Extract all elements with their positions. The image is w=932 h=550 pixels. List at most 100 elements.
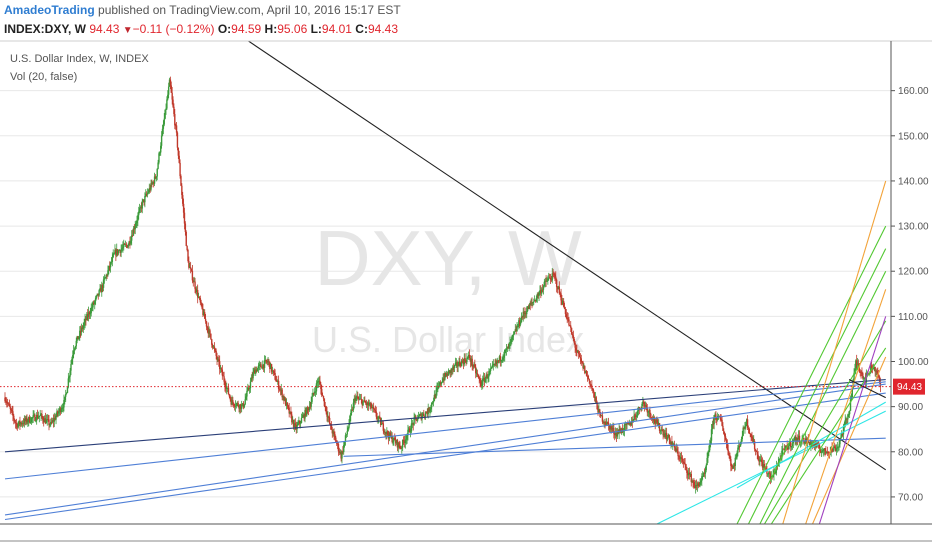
candle-body	[280, 389, 282, 391]
candle-body	[96, 293, 99, 296]
candle-body	[418, 414, 421, 417]
candle-body	[621, 428, 624, 432]
candle-body	[284, 398, 287, 406]
candle-body	[283, 396, 285, 401]
candle-body	[675, 448, 678, 452]
ticker-label: INDEX:DXY, W	[4, 22, 87, 36]
candle-body	[198, 297, 201, 299]
candle-body	[145, 193, 148, 195]
candle-body	[788, 445, 790, 450]
candle-body	[658, 423, 661, 431]
candle-body	[729, 455, 731, 460]
candle-body	[256, 368, 259, 372]
candle-body	[381, 423, 384, 424]
candle-body	[680, 457, 682, 460]
candle-body	[71, 359, 73, 365]
candle-body	[845, 418, 847, 420]
close-label: C:	[355, 22, 368, 36]
candle-body	[369, 402, 371, 405]
candle-body	[278, 389, 281, 390]
candle-body	[366, 402, 369, 406]
candle-body	[163, 118, 165, 125]
candle-body	[568, 319, 570, 326]
candle-body	[394, 440, 397, 444]
candle-body	[767, 472, 770, 474]
candle-body	[281, 389, 283, 398]
candle-body	[644, 405, 647, 407]
candle-body	[146, 192, 149, 195]
candle-body	[156, 168, 158, 177]
candle-body	[62, 407, 64, 409]
candle-body	[453, 366, 455, 368]
candle-body	[350, 409, 353, 413]
candle-body	[185, 231, 187, 246]
candle-body	[613, 427, 615, 434]
candle-body	[301, 416, 304, 418]
candle-body	[784, 445, 787, 451]
candle-body	[59, 408, 62, 413]
candle-body	[79, 330, 81, 337]
candle-body	[60, 409, 63, 413]
candle-body	[523, 311, 525, 315]
candle-body	[255, 369, 257, 374]
candle-body	[29, 422, 32, 423]
candle-body	[446, 373, 449, 376]
candle-body	[687, 472, 689, 476]
candle-body	[416, 418, 418, 421]
candle-body	[745, 419, 748, 425]
candle-body	[8, 403, 11, 407]
trendline-purple-fan	[818, 316, 887, 524]
candle-body	[284, 398, 286, 401]
candle-body	[332, 431, 334, 434]
candle-body	[207, 327, 209, 334]
candle-body	[83, 322, 85, 326]
price-axis[interactable]: 160.00 150.00 140.00 130.00 120.00 110.00 100.…	[891, 86, 929, 503]
candle-body	[152, 182, 155, 184]
candle-body	[724, 436, 727, 440]
candle-body	[454, 362, 457, 366]
candle-body	[680, 457, 683, 459]
candle-body	[248, 387, 250, 390]
y-tick-label: 160.00	[898, 86, 929, 97]
candle-body	[319, 380, 321, 385]
candle-body	[458, 361, 460, 366]
candle-body	[481, 385, 483, 386]
candle-body	[174, 125, 177, 127]
candle-body	[235, 403, 238, 406]
candle-body	[242, 403, 245, 408]
candle-body	[288, 407, 290, 414]
candle-body	[243, 404, 246, 408]
publisher-name[interactable]: AmadeoTrading	[4, 3, 95, 17]
candle-body	[563, 306, 566, 310]
candle-body	[392, 441, 394, 443]
candle-body	[741, 435, 743, 440]
candle-body	[608, 424, 611, 430]
trendline-support-dark	[4, 379, 886, 453]
candle-body	[202, 308, 204, 316]
candle-body	[148, 188, 150, 193]
candle-body	[311, 396, 313, 402]
candle-body	[511, 337, 513, 340]
candle-body	[344, 435, 347, 442]
candle-body	[79, 330, 82, 333]
candle-body	[48, 419, 50, 426]
candle-body	[357, 396, 359, 399]
candle-body	[645, 405, 648, 408]
candle-body	[824, 448, 826, 451]
candle-body	[878, 376, 881, 382]
candle-body	[209, 330, 211, 334]
candle-body	[870, 365, 873, 369]
candle-body	[423, 415, 426, 417]
y-tick-label: 80.00	[898, 447, 923, 458]
candle-body	[211, 339, 213, 345]
candle-body	[682, 461, 685, 463]
open-value: 94.59	[231, 22, 262, 36]
candle-body	[578, 353, 581, 357]
candle-body	[603, 422, 605, 423]
candle-body	[195, 288, 197, 292]
y-tick-label: 70.00	[898, 492, 923, 503]
candle-body	[580, 358, 582, 362]
candle-body	[475, 373, 478, 375]
candle-body	[116, 249, 118, 256]
